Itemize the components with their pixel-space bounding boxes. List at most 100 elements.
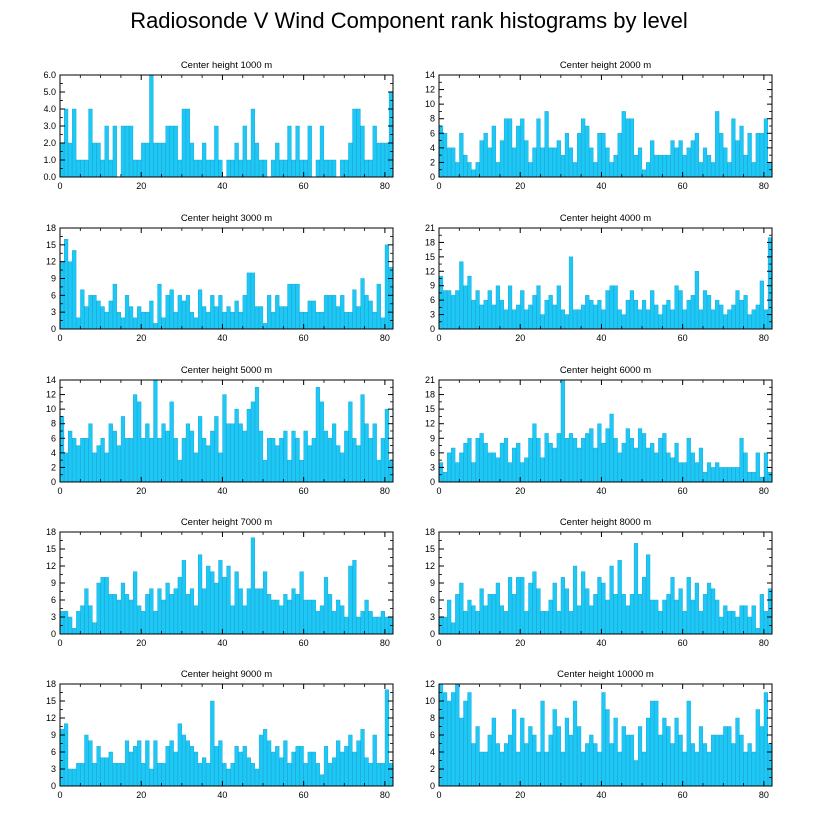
bar — [238, 751, 243, 787]
bar — [165, 582, 170, 635]
bar — [706, 295, 712, 330]
bar — [601, 582, 606, 635]
bar — [100, 159, 105, 178]
bar — [348, 734, 353, 787]
bar — [642, 433, 647, 483]
bar — [467, 275, 472, 330]
bar — [447, 599, 452, 635]
bar — [340, 452, 345, 483]
bar — [723, 147, 728, 178]
bar — [137, 740, 142, 787]
x-tick-label: 20 — [515, 638, 525, 648]
y-tick-label: 0 — [430, 629, 435, 639]
bar — [694, 582, 699, 635]
bar — [463, 611, 468, 635]
bar — [451, 447, 456, 483]
bar — [548, 295, 553, 330]
bar — [735, 616, 740, 635]
bar — [258, 159, 264, 178]
bar — [226, 306, 231, 330]
bar — [96, 582, 101, 635]
x-tick-label: 40 — [217, 486, 227, 496]
bar — [108, 423, 113, 483]
bar — [715, 299, 720, 330]
bar — [230, 763, 235, 787]
bar — [483, 751, 488, 787]
bar — [650, 140, 655, 178]
bar — [104, 577, 109, 635]
bar — [686, 147, 691, 178]
bar — [242, 605, 247, 635]
bar — [459, 261, 464, 330]
bar — [568, 734, 574, 787]
bar — [279, 605, 284, 635]
bar — [516, 125, 521, 178]
bar — [319, 311, 325, 330]
bar — [100, 438, 105, 483]
bar — [654, 452, 659, 483]
bar — [307, 599, 312, 635]
bar — [556, 433, 561, 483]
bar — [581, 751, 586, 787]
y-tick-label: 10 — [425, 696, 435, 706]
bar — [88, 295, 93, 330]
bar — [193, 452, 199, 483]
bar — [581, 118, 586, 178]
bar — [589, 147, 594, 178]
bar — [605, 290, 610, 330]
bar — [483, 605, 488, 635]
y-tick-label: 18 — [425, 390, 435, 400]
bar — [507, 462, 513, 483]
bar — [548, 599, 553, 635]
bar — [731, 467, 736, 483]
bar — [727, 467, 732, 483]
bar — [376, 763, 381, 787]
bar — [666, 299, 671, 330]
bar — [80, 159, 85, 178]
bar — [552, 582, 557, 635]
bar — [459, 452, 464, 483]
bar — [92, 142, 97, 178]
bar — [319, 605, 325, 635]
bar — [287, 763, 292, 787]
bar — [658, 154, 663, 178]
bar — [483, 299, 488, 330]
bar — [68, 768, 73, 787]
bar — [702, 290, 708, 330]
bar — [686, 577, 691, 635]
bar — [520, 577, 525, 635]
bar — [275, 295, 280, 330]
bar — [303, 763, 308, 787]
bar — [532, 295, 537, 330]
bar — [698, 611, 704, 635]
bar — [198, 159, 203, 178]
bar — [658, 438, 663, 483]
bar — [507, 118, 513, 178]
bar — [242, 295, 247, 330]
bar — [491, 594, 496, 635]
bar — [380, 763, 385, 787]
bar — [568, 147, 574, 178]
bar — [84, 588, 89, 635]
bar — [145, 142, 150, 178]
bar — [694, 462, 699, 483]
bar — [443, 472, 448, 483]
bar — [291, 588, 296, 635]
bar — [376, 142, 381, 178]
bar — [459, 582, 464, 635]
bar — [719, 467, 724, 483]
bar — [560, 379, 565, 483]
bar — [438, 462, 444, 483]
bar — [295, 746, 300, 787]
bar — [198, 416, 203, 483]
bar — [263, 571, 268, 635]
bar — [84, 306, 89, 330]
bar — [380, 317, 385, 330]
y-tick-label: 6.0 — [43, 70, 56, 80]
bar — [617, 133, 622, 178]
bar — [593, 304, 598, 330]
x-tick-label: 0 — [436, 486, 441, 496]
bar — [214, 306, 219, 330]
bar — [715, 111, 720, 178]
y-tick-label: 0 — [430, 324, 435, 334]
